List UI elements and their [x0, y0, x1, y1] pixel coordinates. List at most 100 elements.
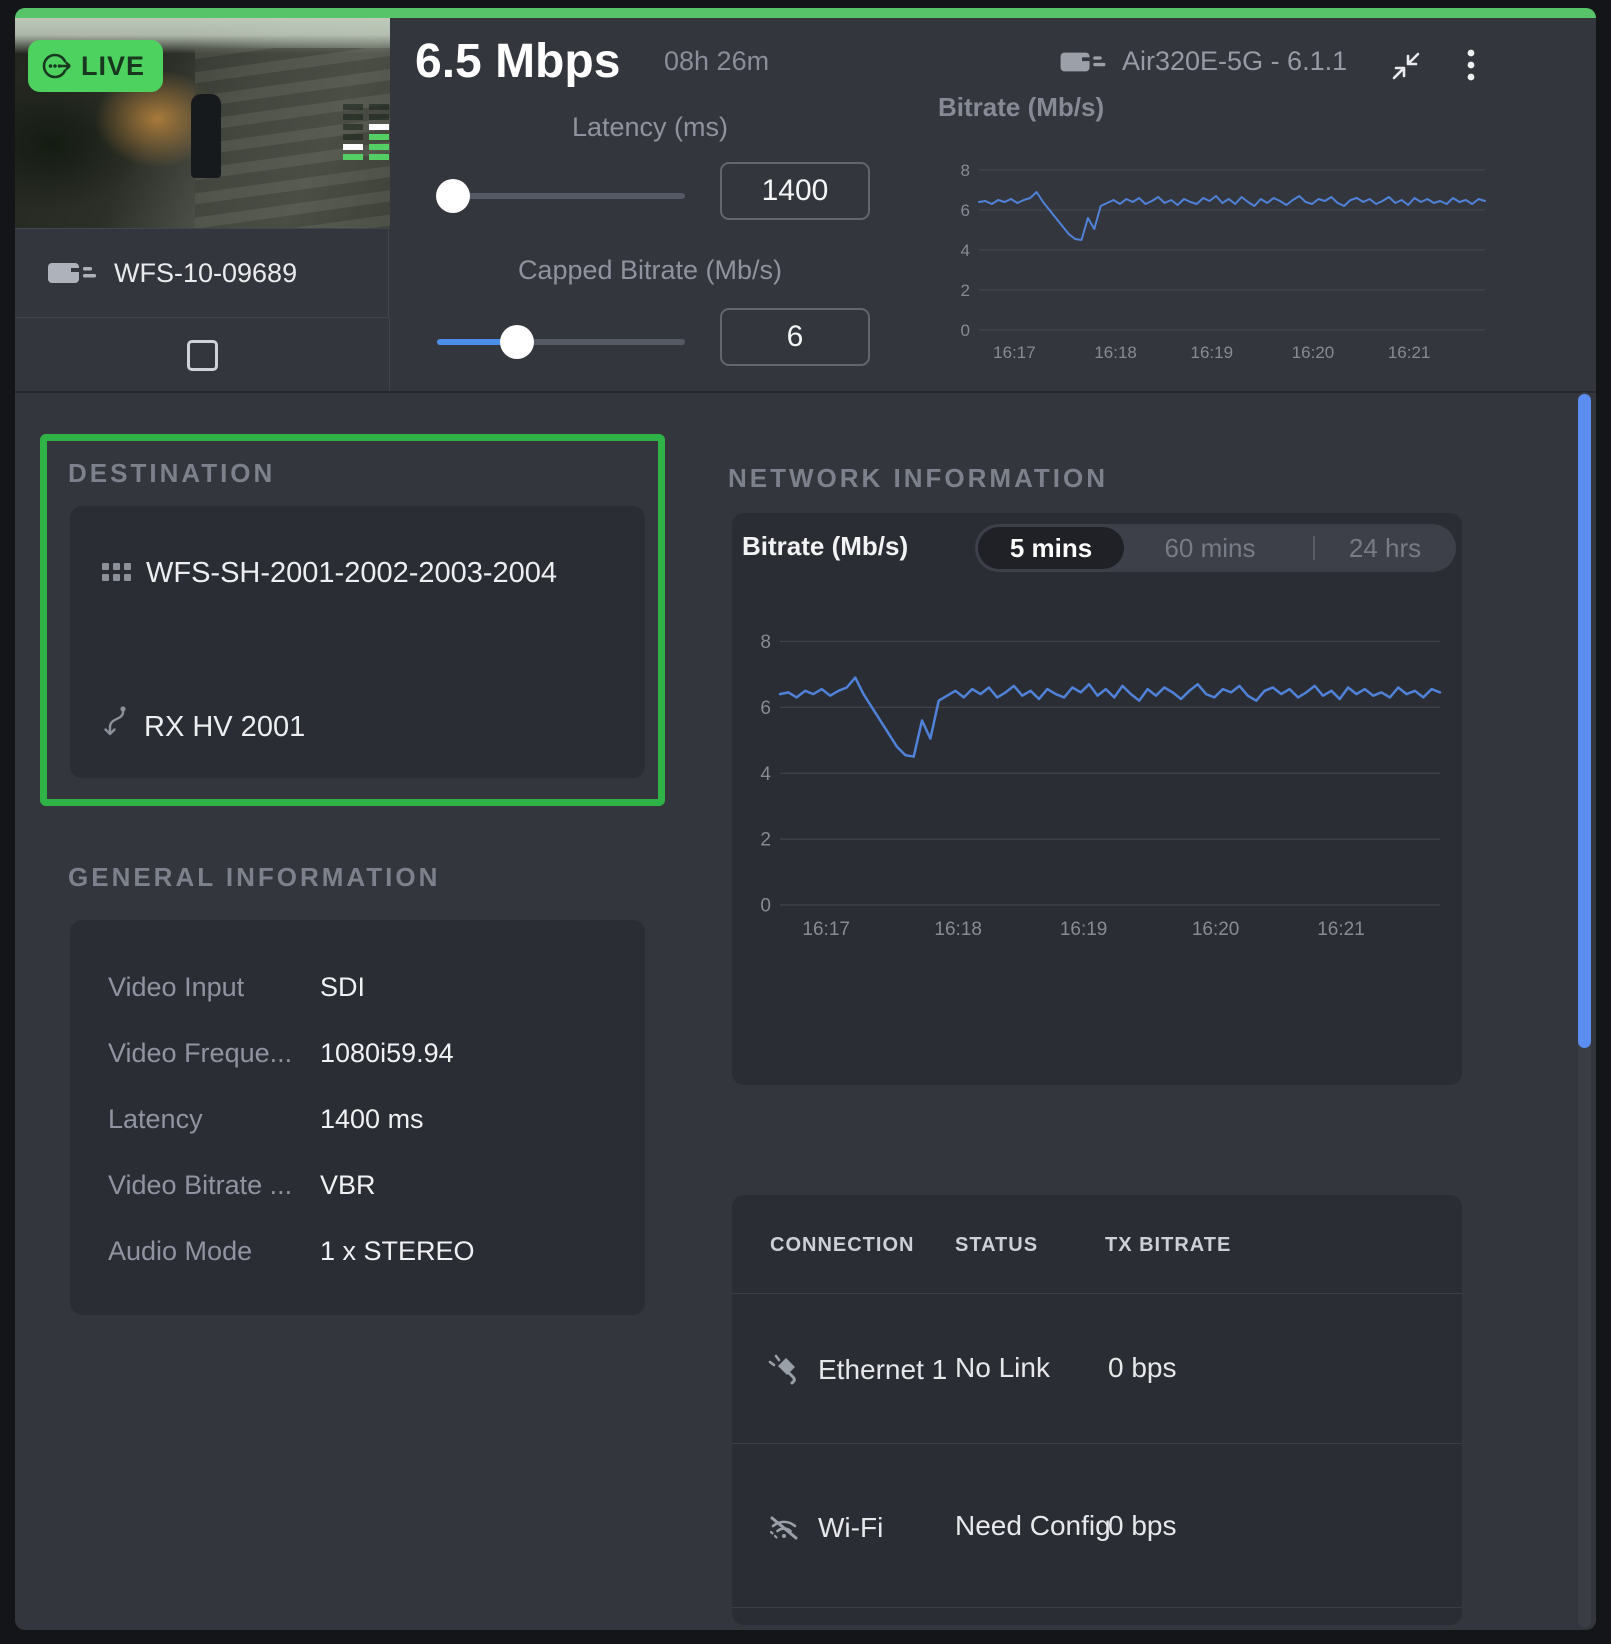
svg-text:8: 8 — [760, 632, 771, 653]
tab-5-mins[interactable]: 5 mins — [978, 527, 1124, 569]
collapse-icon[interactable] — [1388, 48, 1424, 89]
destination-card: WFS-SH-2001-2002-2003-2004 RX HV 2001 — [70, 506, 645, 778]
svg-text:2: 2 — [961, 281, 970, 300]
status-column-header: STATUS — [955, 1234, 1039, 1256]
svg-text:2: 2 — [760, 830, 771, 851]
svg-text:4: 4 — [760, 764, 771, 785]
table-divider — [732, 1293, 1462, 1294]
general-info-row: Audio Mode 1 x STEREO — [70, 1218, 645, 1284]
connection-column-header: CONNECTION — [770, 1234, 915, 1256]
destination-channel-item: WFS-SH-2001-2002-2003-2004 — [102, 550, 612, 597]
capped-bitrate-slider-thumb[interactable] — [500, 325, 534, 359]
destination-channel-name: WFS-SH-2001-2002-2003-2004 — [146, 557, 558, 589]
svg-text:6: 6 — [760, 698, 771, 719]
device-model: Air320E-5G - 6.1.1 — [1122, 46, 1348, 76]
info-value: SDI — [320, 971, 366, 1002]
svg-text:16:19: 16:19 — [1060, 919, 1108, 940]
connection-name: Ethernet 1 — [818, 1354, 948, 1385]
svg-text:0: 0 — [961, 321, 970, 340]
destination-receiver-item: RX HV 2001 — [102, 704, 305, 752]
live-status-top-bar — [15, 8, 1596, 18]
transmitter-icon — [48, 258, 96, 288]
info-value: 1080i59.94 — [320, 1037, 454, 1068]
live-badge-label: LIVE — [81, 50, 146, 81]
channel-grid-icon — [102, 551, 132, 597]
tx-bitrate-column-header: TX BITRATE — [1105, 1234, 1232, 1256]
svg-text:16:21: 16:21 — [1317, 919, 1365, 940]
connection-tx-bitrate: 0 bps — [1108, 1352, 1177, 1383]
wifi-off-icon — [766, 1510, 802, 1546]
info-label: Video Input — [108, 971, 245, 1002]
destination-highlight-box — [40, 434, 665, 806]
connection-status: Need Config — [955, 1510, 1111, 1541]
stop-button-row — [15, 318, 390, 392]
info-value: 1400 ms — [320, 1103, 424, 1134]
tab-24-hrs[interactable]: 24 hrs — [1348, 532, 1422, 563]
info-label: Latency — [108, 1103, 203, 1134]
connection-name: Wi-Fi — [818, 1512, 884, 1543]
capped-bitrate-slider-track[interactable] — [437, 339, 685, 345]
svg-text:8: 8 — [961, 161, 970, 180]
uptime: 08h 26m — [664, 46, 770, 76]
network-information-section-title: NETWORK INFORMATION — [728, 463, 1109, 493]
info-value: 1 x STEREO — [320, 1235, 475, 1266]
bitrate-mini-chart: 0 2 4 6 8 16:17 16:18 16:19 16:20 16:21 — [915, 140, 1495, 370]
connection-tx-bitrate: 0 bps — [1108, 1510, 1177, 1541]
device-model-header: Air320E-5G - 6.1.1 — [1060, 46, 1347, 77]
ethernet-off-icon — [766, 1352, 802, 1388]
tab-divider — [1313, 536, 1315, 560]
general-info-row: Video Bitrate ... VBR — [70, 1152, 645, 1218]
latency-input[interactable] — [720, 162, 870, 220]
destination-receiver-name: RX HV 2001 — [144, 711, 306, 743]
signal-level-meter-icon — [343, 104, 389, 171]
tab-60-mins[interactable]: 60 mins — [1164, 532, 1256, 563]
destination-section-title: DESTINATION — [68, 458, 276, 488]
svg-text:16:20: 16:20 — [1292, 343, 1335, 362]
svg-text:16:18: 16:18 — [934, 919, 982, 940]
stop-button[interactable] — [186, 339, 218, 371]
svg-text:16:18: 16:18 — [1094, 343, 1137, 362]
general-information-card: Video Input SDI Video Freque... 1080i59.… — [70, 920, 645, 1315]
route-icon — [102, 704, 130, 752]
svg-text:16:19: 16:19 — [1191, 343, 1234, 362]
latency-label: Latency (ms) — [571, 112, 729, 142]
table-row-connection-name: Wi-Fi — [766, 1510, 883, 1546]
latency-slider-thumb[interactable] — [436, 179, 470, 213]
capped-bitrate-input[interactable] — [720, 308, 870, 366]
svg-text:16:17: 16:17 — [802, 919, 850, 940]
live-icon — [40, 50, 72, 82]
svg-text:0: 0 — [760, 896, 771, 917]
general-information-section-title: GENERAL INFORMATION — [68, 862, 441, 892]
svg-text:16:20: 16:20 — [1192, 919, 1240, 940]
network-chart-card — [732, 513, 1462, 1085]
current-bitrate: 6.5 Mbps — [415, 35, 621, 88]
network-bitrate-chart: 0 2 4 6 8 16:17 16:18 16:19 16:20 16:21 — [700, 575, 1460, 950]
info-label: Video Bitrate ... — [108, 1169, 293, 1200]
live-badge: LIVE — [28, 40, 164, 92]
connections-card — [732, 1195, 1462, 1625]
table-divider — [732, 1607, 1462, 1608]
network-chart-title: Bitrate (Mb/s) — [742, 531, 909, 561]
thumbnail-person-silhouette — [191, 93, 222, 178]
capped-bitrate-slider-fill — [437, 339, 517, 345]
capped-bitrate-label: Capped Bitrate (Mb/s) — [517, 255, 783, 285]
connection-status: No Link — [955, 1352, 1050, 1383]
table-row-connection-name: Ethernet 1 — [766, 1352, 947, 1388]
svg-text:16:21: 16:21 — [1388, 343, 1431, 362]
device-name: WFS-10-09689 — [114, 257, 298, 288]
info-value: VBR — [320, 1169, 376, 1200]
kebab-menu-icon[interactable] — [1463, 46, 1479, 91]
info-label: Audio Mode — [108, 1235, 253, 1266]
general-info-row: Video Freque... 1080i59.94 — [70, 1020, 645, 1086]
device-name-row: WFS-10-09689 — [15, 228, 389, 318]
header-divider — [15, 391, 1596, 393]
scrollbar-thumb[interactable] — [1578, 394, 1591, 1048]
time-range-tabs: 5 mins 60 mins 24 hrs — [975, 524, 1456, 572]
table-divider — [732, 1443, 1462, 1444]
svg-text:4: 4 — [961, 241, 970, 260]
info-label: Video Freque... — [108, 1037, 293, 1068]
transmitter-icon — [1060, 48, 1106, 76]
latency-slider-track[interactable] — [437, 193, 685, 199]
general-info-row: Video Input SDI — [70, 954, 645, 1020]
